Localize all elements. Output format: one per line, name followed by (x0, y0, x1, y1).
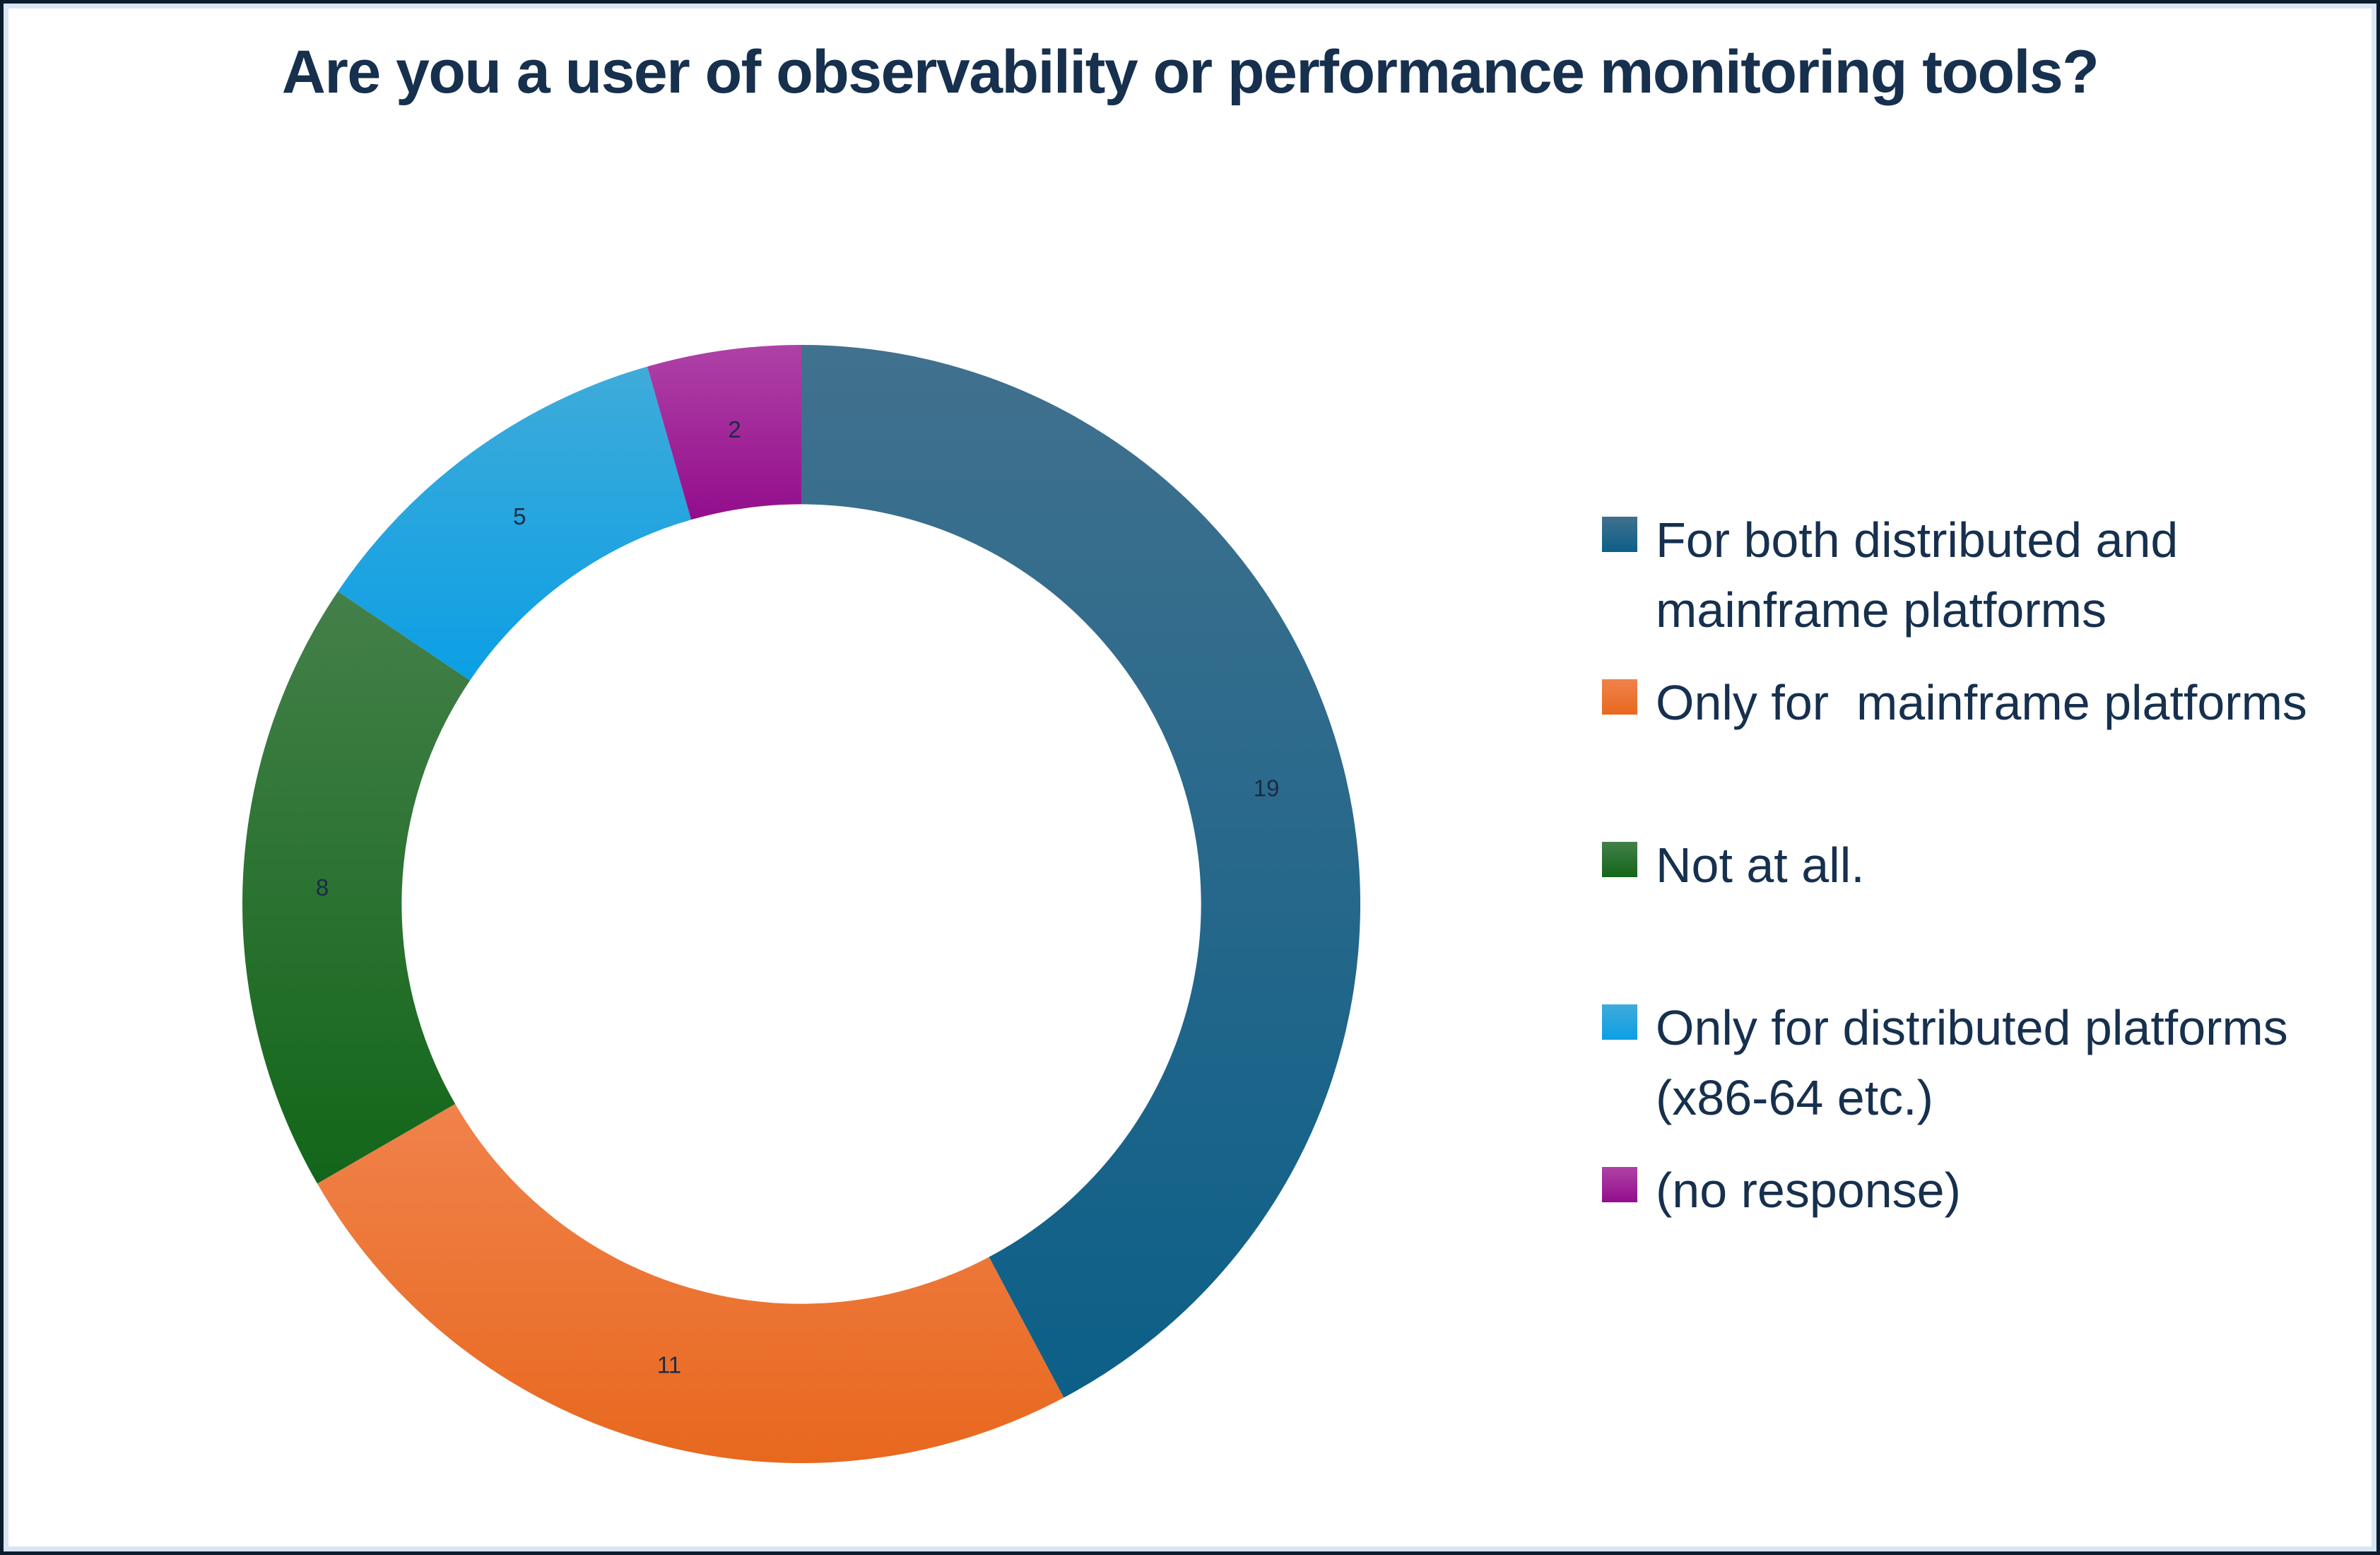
slice-value-label-distributed-only: 5 (513, 503, 526, 529)
legend-swatch-distributed-only (1602, 1004, 1637, 1040)
donut-chart: 19 11 8 5 2 (242, 345, 1360, 1463)
legend-swatch-no-response (1602, 1167, 1637, 1202)
legend-label-mainframe-only: Only for mainframe platforms (1656, 675, 2307, 730)
legend: For both distributed and mainframe platf… (1602, 498, 2376, 1431)
legend-swatch-not-at-all (1602, 842, 1637, 877)
chart-title: Are you a user of observability or perfo… (281, 38, 2099, 106)
donut-slice-distributed-only (338, 366, 692, 681)
donut-slice-not-at-all (242, 591, 471, 1184)
legend-label-both-platforms: For both distributed and mainframe platf… (1656, 512, 2192, 638)
legend-item-mainframe-only: Only for mainframe platforms (1602, 668, 2362, 738)
slice-value-label-no-response: 2 (728, 416, 741, 442)
slice-value-label-mainframe-only: 11 (657, 1352, 681, 1378)
legend-label-distributed-only: Only for distributed platforms (x86-64 e… (1656, 1000, 2302, 1126)
donut-slice-no-response (647, 345, 801, 520)
donut-slice-both-platforms (801, 345, 1360, 1398)
slice-value-label-not-at-all: 8 (316, 874, 329, 900)
legend-item-both-platforms: For both distributed and mainframe platf… (1602, 505, 2362, 646)
legend-label-not-at-all: Not at all. (1656, 838, 1865, 893)
legend-label-no-response: (no response) (1656, 1163, 1961, 1218)
legend-item-no-response: (no response) (1602, 1156, 2362, 1226)
slice-value-label-both-platforms: 19 (1254, 775, 1280, 801)
legend-item-not-at-all: Not at all. (1602, 831, 2362, 900)
legend-item-distributed-only: Only for distributed platforms (x86-64 e… (1602, 993, 2362, 1134)
legend-swatch-both-platforms (1602, 517, 1637, 552)
legend-swatch-mainframe-only (1602, 679, 1637, 715)
donut-slice-mainframe-only (317, 1103, 1064, 1463)
